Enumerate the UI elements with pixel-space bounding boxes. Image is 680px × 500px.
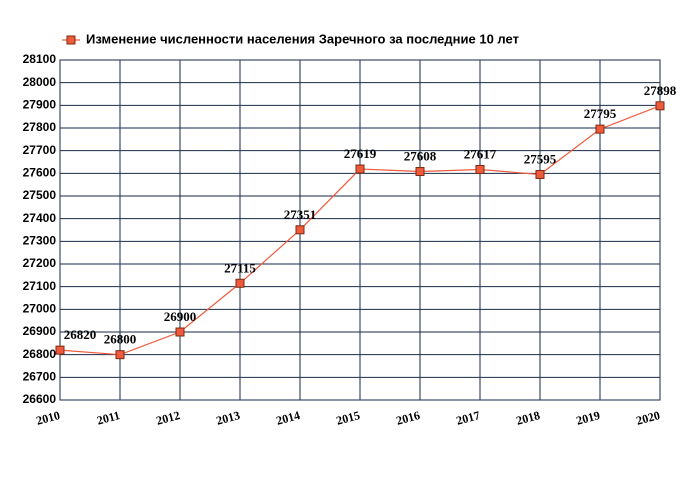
x-tick-label: 2011 [95, 408, 121, 428]
y-tick-label: 27500 [23, 188, 57, 202]
y-tick-label: 26700 [23, 370, 57, 384]
y-tick-label: 26800 [23, 347, 57, 361]
marker [595, 124, 605, 134]
data-label: 27608 [404, 149, 437, 164]
x-tick-label: 2013 [215, 408, 242, 428]
y-tick-label: 27600 [23, 166, 57, 180]
x-tick-label: 2014 [275, 408, 302, 428]
y-tick-label: 27900 [23, 98, 57, 112]
y-tick-label: 27100 [23, 279, 57, 293]
data-label: 27898 [644, 83, 677, 98]
x-tick-label: 2020 [635, 408, 662, 428]
y-tick-label: 27300 [23, 234, 57, 248]
data-label: 27351 [284, 207, 317, 222]
x-tick-label: 2019 [575, 408, 602, 428]
x-tick-label: 2010 [35, 408, 62, 428]
y-tick-label: 27700 [23, 143, 57, 157]
y-tick-label: 26900 [23, 324, 57, 338]
data-label: 26900 [164, 309, 197, 324]
data-label: 27115 [224, 260, 256, 275]
marker [355, 164, 365, 174]
marker [655, 101, 665, 111]
y-tick-label: 27400 [23, 211, 57, 225]
legend-marker [66, 35, 76, 45]
marker [295, 225, 305, 235]
x-tick-label: 2015 [335, 408, 362, 428]
marker [115, 350, 125, 360]
marker [415, 167, 425, 177]
x-tick-label: 2012 [155, 408, 182, 428]
data-label: 27617 [464, 146, 497, 161]
marker [235, 278, 245, 288]
data-label: 27795 [584, 106, 617, 121]
y-tick-label: 28000 [23, 75, 57, 89]
y-tick-label: 27200 [23, 256, 57, 270]
y-tick-label: 26600 [23, 392, 57, 406]
data-label: 26820 [64, 327, 97, 342]
x-tick-label: 2017 [455, 408, 482, 428]
marker [55, 345, 65, 355]
y-tick-label: 27000 [23, 302, 57, 316]
x-tick-label: 2018 [515, 408, 542, 428]
marker [475, 164, 485, 174]
y-tick-label: 28100 [23, 52, 57, 66]
marker [175, 327, 185, 337]
data-label: 27595 [524, 151, 557, 166]
data-label: 27619 [344, 146, 377, 161]
data-label: 26800 [104, 332, 137, 347]
y-tick-label: 27800 [23, 120, 57, 134]
marker [535, 169, 545, 179]
legend-label: Изменение численности населения Заречног… [86, 31, 519, 46]
x-tick-label: 2016 [395, 408, 422, 428]
